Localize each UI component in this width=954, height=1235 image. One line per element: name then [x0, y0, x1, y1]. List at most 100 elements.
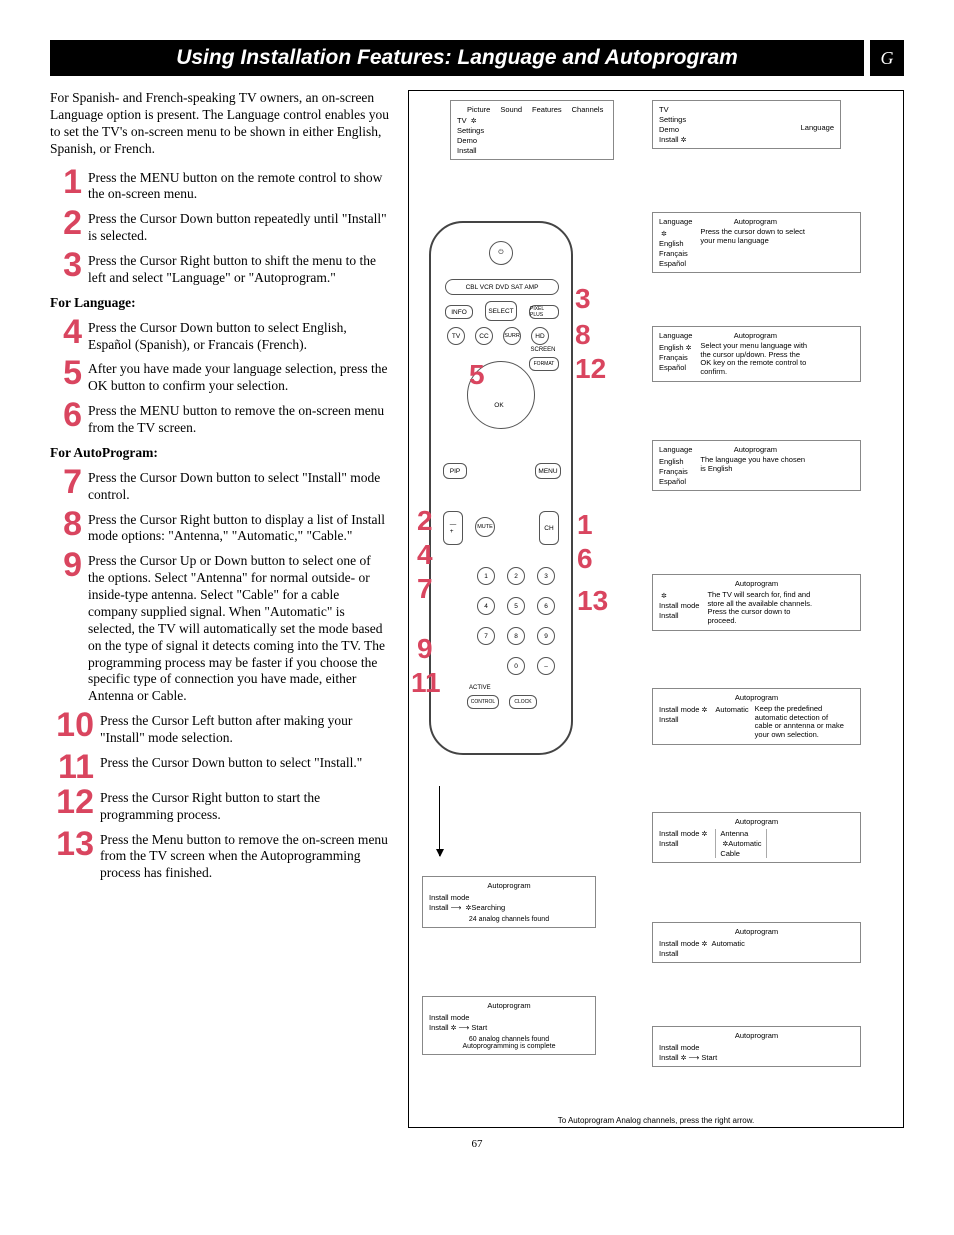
- select-button: SELECT: [485, 301, 517, 321]
- menu-item: Language: [801, 123, 834, 132]
- menu-tab: Channels: [572, 105, 604, 114]
- control-button: CONTROL: [467, 695, 499, 709]
- callout-number: 12: [575, 353, 606, 385]
- step-text: Press the MENU button on the remote cont…: [88, 168, 390, 204]
- page-title: Using Installation Features: Language an…: [50, 40, 864, 76]
- menu-item: Install: [659, 839, 707, 848]
- menu-value: Searching: [471, 903, 505, 912]
- menu-item: Install: [659, 611, 699, 620]
- menu-item: Install mode: [659, 601, 699, 610]
- status-text: 60 analog channels found: [429, 1036, 589, 1043]
- step-text: Press the MENU button to remove the on-s…: [88, 401, 390, 437]
- surr-button: SURR: [503, 327, 521, 345]
- menu-item: Français: [659, 249, 692, 258]
- menu-screenshot: Autoprogram Install mode Install ⟶ Searc…: [422, 876, 596, 928]
- step-number: 13: [50, 830, 94, 883]
- menu-item: Install: [457, 146, 607, 155]
- page-number: 67: [50, 1138, 904, 1150]
- menu-hint: Select your menu language with the curso…: [700, 342, 810, 377]
- remote-illustration: ⏻ CBL VCR DVD SAT AMP INFO SELECT PIXEL …: [429, 221, 573, 755]
- screen-label: SCREEN: [525, 347, 561, 353]
- menu-screenshot: Autoprogram Install mode Install Antenna…: [652, 812, 861, 863]
- menu-button: MENU: [535, 463, 561, 479]
- page-letter-badge: G: [870, 40, 904, 76]
- callout-number: 9: [417, 633, 433, 665]
- menu-tab: Picture: [467, 105, 490, 114]
- menu-header: Autoprogram: [659, 579, 854, 588]
- intro-text: For Spanish- and French-speaking TV owne…: [50, 90, 390, 158]
- cc-button: CC: [475, 327, 493, 345]
- subhead-autoprogram: For AutoProgram:: [50, 445, 390, 462]
- step-text: Press the Cursor Left button after makin…: [100, 711, 390, 747]
- menu-screenshot: Autoprogram Install mode Install Automat…: [652, 688, 861, 745]
- step-number: 9: [50, 551, 82, 705]
- menu-header: Language: [659, 217, 692, 226]
- callout-number: 4: [417, 539, 433, 571]
- keypad-5: 5: [507, 597, 525, 615]
- menu-item: Español: [659, 477, 692, 486]
- menu-screenshot: Language English Français Español Autopr…: [652, 212, 861, 273]
- menu-item: Cable: [720, 849, 761, 858]
- menu-item: Install: [429, 903, 449, 912]
- pixelplus-button: PIXEL PLUS: [529, 305, 559, 319]
- menu-item: Install mode: [659, 1043, 854, 1052]
- menu-header: Language: [659, 331, 692, 340]
- keypad-3: 3: [537, 567, 555, 585]
- tv-button: TV: [447, 327, 465, 345]
- callout-number: 2: [417, 505, 433, 537]
- step-text: Press the Cursor Right button to display…: [88, 510, 390, 546]
- subhead-language: For Language:: [50, 295, 390, 312]
- step-text: After you have made your language select…: [88, 359, 390, 395]
- keypad-0: 0: [507, 657, 525, 675]
- menu-header: Autoprogram: [659, 693, 854, 702]
- menu-item: Antenna: [720, 829, 761, 838]
- menu-item: Demo: [659, 125, 686, 134]
- menu-tab: Features: [532, 105, 562, 114]
- keypad-6: 6: [537, 597, 555, 615]
- menu-header: Language: [659, 445, 692, 454]
- step-text: Press the Cursor Up or Down button to se…: [88, 551, 390, 705]
- step-text: Press the Cursor Down button repeatedly …: [88, 209, 390, 245]
- menu-hint: Keep the predefined automatic detection …: [755, 705, 845, 740]
- keypad-8: 8: [507, 627, 525, 645]
- menu-screenshot: Autoprogram Install mode Install ⟶ Start: [652, 1026, 861, 1067]
- menu-item: Install mode: [659, 705, 699, 714]
- menu-item: Install: [659, 1053, 679, 1062]
- menu-item: Automatic: [711, 939, 744, 948]
- step-number: 2: [50, 209, 82, 245]
- instructions-column: For Spanish- and French-speaking TV owne…: [50, 90, 390, 1128]
- channel-rocker: CH: [539, 511, 559, 545]
- step-number: 11: [50, 753, 94, 782]
- clock-button: CLOCK: [509, 695, 537, 709]
- step-number: 7: [50, 468, 82, 504]
- menu-item: TV: [659, 105, 686, 114]
- menu-screenshot: Autoprogram Install mode Install ⟶ Start…: [422, 996, 596, 1055]
- step-text: Press the Cursor Down button to select "…: [88, 468, 390, 504]
- callout-number: 13: [577, 585, 608, 617]
- keypad-2: 2: [507, 567, 525, 585]
- mute-button: MUTE: [475, 517, 495, 537]
- callout-number: 3: [575, 283, 591, 315]
- status-text: 24 analog channels found: [429, 916, 589, 923]
- menu-item: Español: [659, 259, 692, 268]
- hd-button: HD: [531, 327, 549, 345]
- menu-header: Autoprogram: [700, 445, 810, 454]
- menu-item: TV: [457, 116, 467, 125]
- menu-header: Autoprogram: [700, 331, 810, 340]
- power-button: ⏻: [489, 241, 513, 265]
- step-number: 6: [50, 401, 82, 437]
- menu-header: Autoprogram: [659, 817, 854, 826]
- keypad-dash: –: [537, 657, 555, 675]
- menu-item: Demo: [457, 136, 607, 145]
- menu-value: Start: [701, 1053, 717, 1062]
- menu-item: Install: [659, 135, 679, 144]
- down-arrow-icon: [439, 786, 440, 856]
- menu-item: Automatic: [728, 839, 761, 848]
- menu-tab: Sound: [500, 105, 522, 114]
- keypad-4: 4: [477, 597, 495, 615]
- callout-number: 6: [577, 543, 593, 575]
- menu-screenshot: Autoprogram Install mode Automatic Insta…: [652, 922, 861, 963]
- keypad-9: 9: [537, 627, 555, 645]
- step-number: 3: [50, 251, 82, 287]
- step-number: 10: [50, 711, 94, 747]
